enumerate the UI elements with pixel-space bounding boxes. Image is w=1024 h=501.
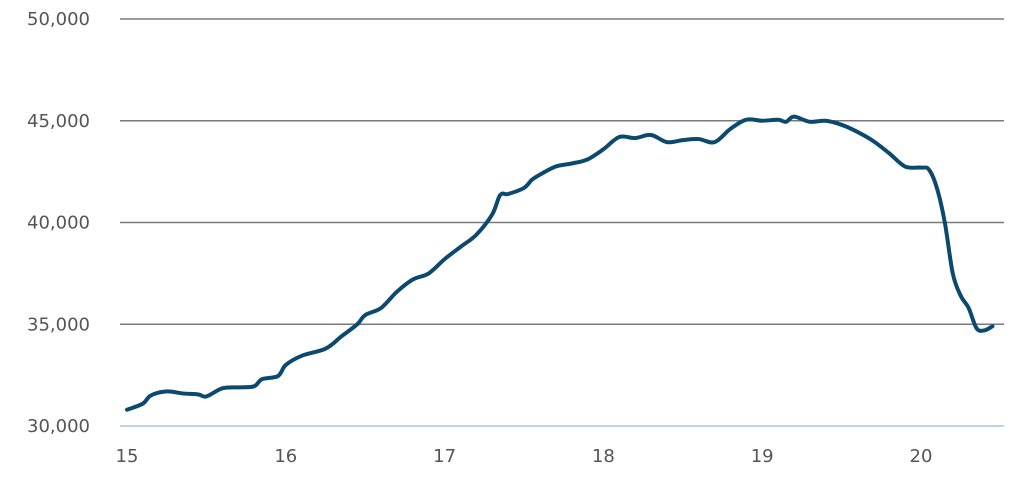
grid-layer xyxy=(120,18,1004,427)
y-tick-label: 35,000 xyxy=(27,314,90,335)
x-tick-label: 17 xyxy=(433,446,456,467)
x-tick-label: 18 xyxy=(592,446,615,467)
y-tick-label: 30,000 xyxy=(27,416,90,437)
x-tick-label: 15 xyxy=(116,446,139,467)
series-layer xyxy=(125,114,995,412)
y-tick-label: 40,000 xyxy=(27,213,90,234)
y-tick-label: 45,000 xyxy=(27,111,90,132)
x-tick-label: 16 xyxy=(274,446,297,467)
x-axis-labels: 15 16 17 18 19 20 xyxy=(116,446,933,467)
x-tick-label: 19 xyxy=(751,446,774,467)
x-tick-label: 20 xyxy=(910,446,933,467)
y-tick-label: 50,000 xyxy=(27,9,90,30)
y-axis-labels: 30,000 35,000 40,000 45,000 50,000 xyxy=(27,9,90,437)
series-line xyxy=(125,114,995,412)
